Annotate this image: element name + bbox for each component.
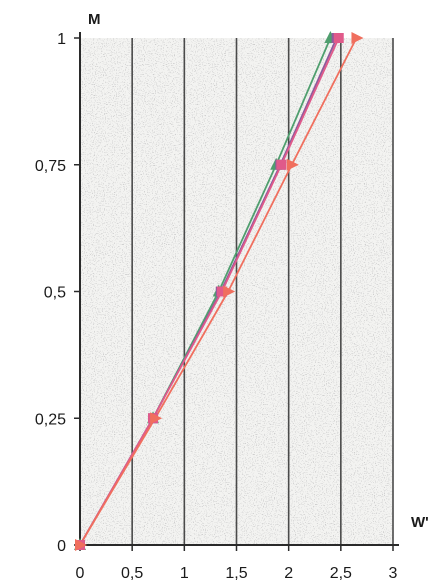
- x-tick-label-2: 1: [180, 565, 189, 582]
- x-tick-label-1: 0,5: [121, 565, 143, 582]
- series-3-marker-4: [333, 33, 344, 43]
- y-tick-label-0: 0: [57, 538, 66, 555]
- y-tick-label-1: 0,25: [35, 411, 66, 428]
- x-axis-label: W': [411, 514, 429, 531]
- series-3-marker-2: [216, 286, 227, 297]
- grid-lines: [131, 38, 394, 545]
- y-tick-label-3: 0,75: [35, 158, 66, 175]
- x-tick-label-4: 2: [284, 565, 293, 582]
- y-tick-label-4: 1: [57, 31, 66, 48]
- x-tick-label-0: 0: [76, 565, 85, 582]
- series-4-marker-3: [286, 158, 299, 171]
- series-4-marker-4: [351, 32, 364, 44]
- series-markers: [74, 31, 364, 551]
- axes: [79, 32, 399, 546]
- tick-labels: 0 0,25 0,5 0,75 1 0 0,5 1 1,5 2 2,5 3: [35, 31, 398, 582]
- series-4-marker-2: [223, 285, 236, 298]
- series-3-marker-3: [276, 159, 287, 170]
- series-4-marker-0: [75, 539, 87, 551]
- y-tick-label-2: 0,5: [44, 285, 66, 302]
- x-tick-label-3: 1,5: [225, 565, 247, 582]
- x-tick-label-6: 3: [389, 565, 398, 582]
- series-4-marker-1: [150, 412, 163, 425]
- y-axis-label: M: [88, 11, 101, 28]
- x-tick-label-5: 2,5: [330, 565, 352, 582]
